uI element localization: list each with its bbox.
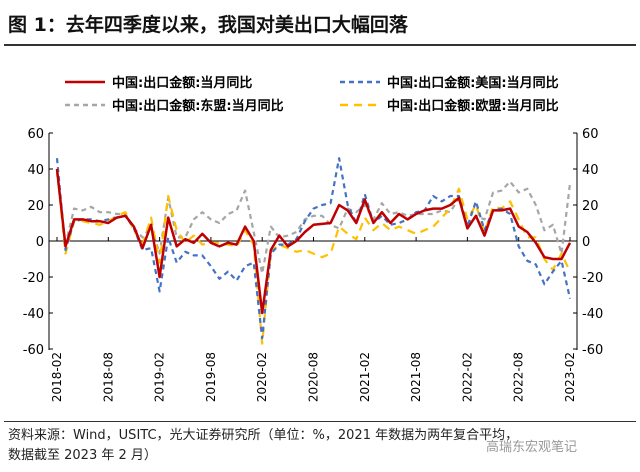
x-tick-label: 2022-08 <box>512 352 526 402</box>
y-tick-label-right: -60 <box>582 343 603 358</box>
y-tick-label-right: 60 <box>582 127 599 142</box>
x-tick-label: 2018-08 <box>101 352 115 402</box>
y-tick-label: 60 <box>27 127 44 142</box>
title-rule <box>4 44 636 46</box>
source-note: 资料来源：Wind，USITC，光大证券研究所（单位：%，2021 年数据为两年… <box>8 426 628 466</box>
series-line-0 <box>55 168 572 315</box>
legend-label-0: 中国:出口金额:当月同比 <box>112 75 252 91</box>
watermark: 高瑞东宏观笔记 <box>486 440 578 455</box>
x-tick-label: 2019-02 <box>153 352 167 402</box>
y-tick-label-right: 0 <box>582 235 590 250</box>
y-tick-label: 40 <box>27 163 44 178</box>
source-line-1: 资料来源：Wind，USITC，光大证券研究所（单位：%，2021 年数据为两年… <box>8 428 519 443</box>
x-tick-label: 2021-08 <box>409 352 423 402</box>
y-tick-label: 0 <box>36 235 44 250</box>
x-tick-label: 2020-08 <box>307 352 321 402</box>
y-tick-label: -40 <box>23 307 44 322</box>
y-tick-label-right: -40 <box>582 307 603 322</box>
x-tick-label: 2020-02 <box>255 352 269 402</box>
series-line-3 <box>55 168 571 345</box>
chart-title: 图 1：去年四季度以来，我国对美出口大幅回落 <box>8 14 408 36</box>
series-line-2 <box>55 172 572 275</box>
y-tick-label: 20 <box>27 199 44 214</box>
y-tick-label: -60 <box>23 343 44 358</box>
x-tick-label: 2019-08 <box>204 352 218 402</box>
source-rule <box>4 421 636 422</box>
series-line-1 <box>55 157 572 340</box>
legend-label-2: 中国:出口金额:东盟:当月同比 <box>112 98 284 114</box>
source-line-2: 数据截至 2023 年 2 月） <box>8 448 157 463</box>
y-tick-label-right: 20 <box>582 199 599 214</box>
y-tick-label-right: -20 <box>582 271 603 286</box>
y-tick-label: -20 <box>23 271 44 286</box>
x-tick-label: 2023-02 <box>563 352 577 402</box>
y-tick-label-right: 40 <box>582 163 599 178</box>
x-tick-label: 2021-02 <box>358 352 372 402</box>
legend-label-3: 中国:出口金额:欧盟:当月同比 <box>387 98 559 114</box>
x-tick-label: 2022-02 <box>460 352 474 402</box>
line-chart: 60 60 40 40 20 20 0 0 -20 -20 -40 -40 -60 -60 2018-02 2… <box>23 75 603 402</box>
legend-label-1: 中国:出口金额:美国:当月同比 <box>387 75 559 91</box>
x-tick-label: 2018-02 <box>50 352 64 402</box>
